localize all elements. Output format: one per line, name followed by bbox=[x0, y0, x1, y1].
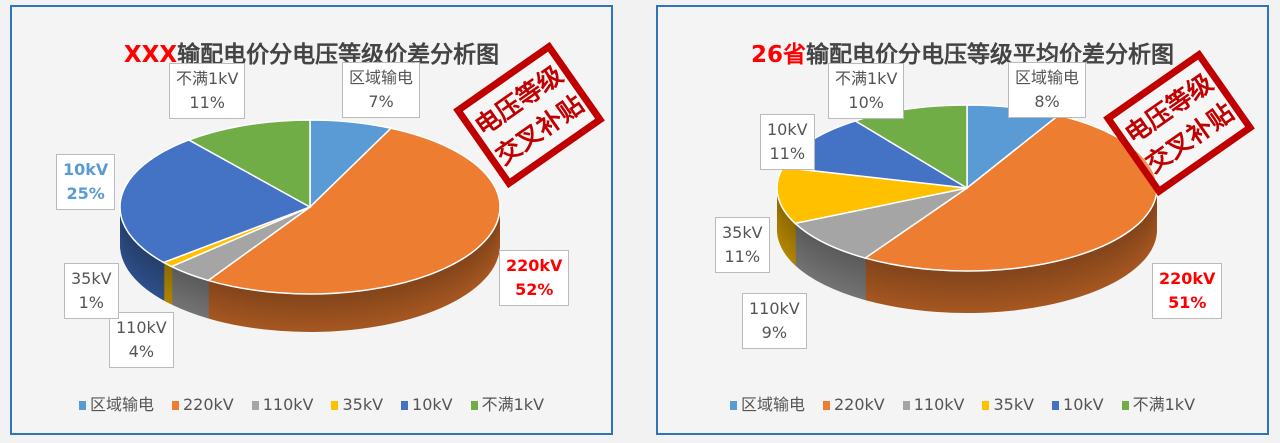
legend-label: 10kV bbox=[412, 395, 453, 414]
pie-slice-5 bbox=[187, 119, 311, 209]
legend-swatch bbox=[331, 401, 339, 410]
legend-item: 110kV bbox=[902, 395, 965, 414]
pie-slice-4 bbox=[119, 139, 312, 264]
legend-item: 220kV bbox=[171, 395, 234, 414]
legend-item: 10kV bbox=[401, 395, 453, 414]
data-label-0: 区域输电 7% bbox=[342, 62, 421, 118]
legend-label: 区域输电 bbox=[89, 395, 154, 414]
legend: 区域输电 220kV 110kV 35kV 10kV 不满1kV bbox=[658, 391, 1267, 415]
legend-label: 220kV bbox=[182, 395, 234, 414]
legend-swatch bbox=[902, 401, 910, 410]
legend-item: 区域输电 bbox=[78, 391, 154, 415]
data-label-4: 10kV 25% bbox=[56, 154, 116, 210]
legend-item: 35kV bbox=[331, 395, 383, 414]
chart-panel-2: 26省输配电价分电压等级平均价差分析图 区域输电 8% 220kV 51% 110k… bbox=[656, 5, 1269, 435]
pie-slice-2 bbox=[793, 187, 968, 259]
pie-slice-1 bbox=[863, 114, 1158, 272]
legend-swatch bbox=[78, 401, 86, 410]
pie-slice-3 bbox=[776, 166, 968, 225]
legend-label: 不满1kV bbox=[1132, 395, 1196, 414]
chart-panel-1: XXX输配电价分电压等级价差分析图 区域输电 7% 220kV 52% 110kV 4… bbox=[10, 5, 613, 435]
legend-swatch bbox=[251, 401, 259, 410]
legend-label: 10kV bbox=[1063, 395, 1104, 414]
legend-label: 220kV bbox=[833, 395, 885, 414]
legend-swatch bbox=[1052, 401, 1060, 410]
data-label-2: 110kV 4% bbox=[109, 312, 174, 368]
pie-slice-5 bbox=[853, 104, 968, 190]
legend-swatch bbox=[822, 401, 830, 410]
legend-swatch bbox=[729, 401, 737, 410]
legend-item: 110kV bbox=[251, 395, 314, 414]
data-label-3: 35kV 1% bbox=[64, 263, 119, 319]
legend-item: 不满1kV bbox=[1121, 391, 1196, 415]
data-label-1: 220kV 52% bbox=[499, 250, 570, 306]
pie-chart bbox=[119, 119, 501, 332]
data-label-3: 35kV 11% bbox=[715, 217, 770, 273]
data-label-5: 不满1kV 11% bbox=[169, 63, 246, 119]
data-label-2: 110kV 9% bbox=[742, 293, 807, 349]
legend-label: 区域输电 bbox=[740, 395, 805, 414]
legend-swatch bbox=[1121, 401, 1129, 410]
legend-item: 不满1kV bbox=[470, 391, 545, 415]
pie-chart bbox=[776, 104, 1158, 313]
legend-label: 35kV bbox=[993, 395, 1035, 414]
legend-label: 不满1kV bbox=[481, 395, 545, 414]
legend-item: 区域输电 bbox=[729, 391, 805, 415]
legend-swatch bbox=[470, 401, 478, 410]
pie-slice-1 bbox=[206, 127, 501, 295]
data-label-1: 220kV 51% bbox=[1152, 263, 1223, 319]
legend: 区域输电 220kV 110kV 35kV 10kV 不满1kV bbox=[12, 391, 611, 415]
legend-swatch bbox=[401, 401, 409, 410]
data-label-0: 区域输电 8% bbox=[1008, 62, 1087, 118]
legend-label: 35kV bbox=[342, 395, 384, 414]
legend-swatch bbox=[171, 401, 179, 410]
data-label-4: 10kV 11% bbox=[760, 114, 815, 170]
legend-item: 10kV bbox=[1052, 395, 1104, 414]
data-label-5: 不满1kV 10% bbox=[828, 63, 905, 119]
legend-item: 220kV bbox=[822, 395, 885, 414]
legend-swatch bbox=[982, 401, 990, 410]
legend-item: 35kV bbox=[982, 395, 1034, 414]
legend-label: 110kV bbox=[262, 395, 314, 414]
legend-label: 110kV bbox=[913, 395, 965, 414]
